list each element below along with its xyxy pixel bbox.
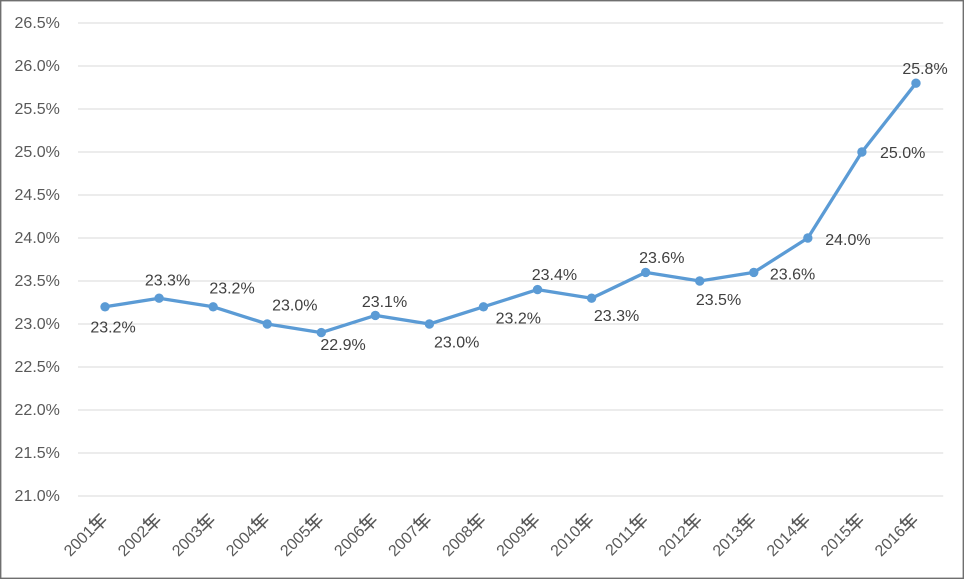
svg-text:23.0%: 23.0%: [15, 316, 60, 333]
svg-text:25.0%: 25.0%: [15, 144, 60, 161]
svg-text:26.0%: 26.0%: [15, 58, 60, 75]
svg-text:24.0%: 24.0%: [15, 230, 60, 247]
svg-text:24.5%: 24.5%: [15, 187, 60, 204]
svg-text:23.5%: 23.5%: [15, 273, 60, 290]
svg-text:23.6%: 23.6%: [770, 267, 815, 284]
svg-text:23.2%: 23.2%: [90, 319, 135, 336]
svg-text:23.2%: 23.2%: [496, 311, 541, 328]
svg-text:21.5%: 21.5%: [15, 445, 60, 462]
svg-text:25.0%: 25.0%: [880, 145, 925, 162]
svg-text:23.1%: 23.1%: [362, 294, 407, 311]
svg-text:23.4%: 23.4%: [532, 267, 577, 284]
svg-text:26.5%: 26.5%: [15, 15, 60, 32]
svg-text:23.0%: 23.0%: [434, 334, 479, 351]
svg-text:23.3%: 23.3%: [594, 308, 639, 325]
svg-text:23.0%: 23.0%: [272, 298, 317, 315]
svg-text:23.3%: 23.3%: [145, 273, 190, 290]
svg-text:24.0%: 24.0%: [825, 232, 870, 249]
svg-text:22.5%: 22.5%: [15, 359, 60, 376]
svg-text:23.2%: 23.2%: [209, 281, 254, 298]
svg-text:22.0%: 22.0%: [15, 402, 60, 419]
svg-text:22.9%: 22.9%: [320, 337, 365, 354]
svg-text:23.6%: 23.6%: [639, 250, 684, 267]
svg-text:25.8%: 25.8%: [902, 61, 947, 78]
svg-text:23.5%: 23.5%: [696, 292, 741, 309]
svg-text:25.5%: 25.5%: [15, 101, 60, 118]
svg-text:21.0%: 21.0%: [15, 488, 60, 505]
